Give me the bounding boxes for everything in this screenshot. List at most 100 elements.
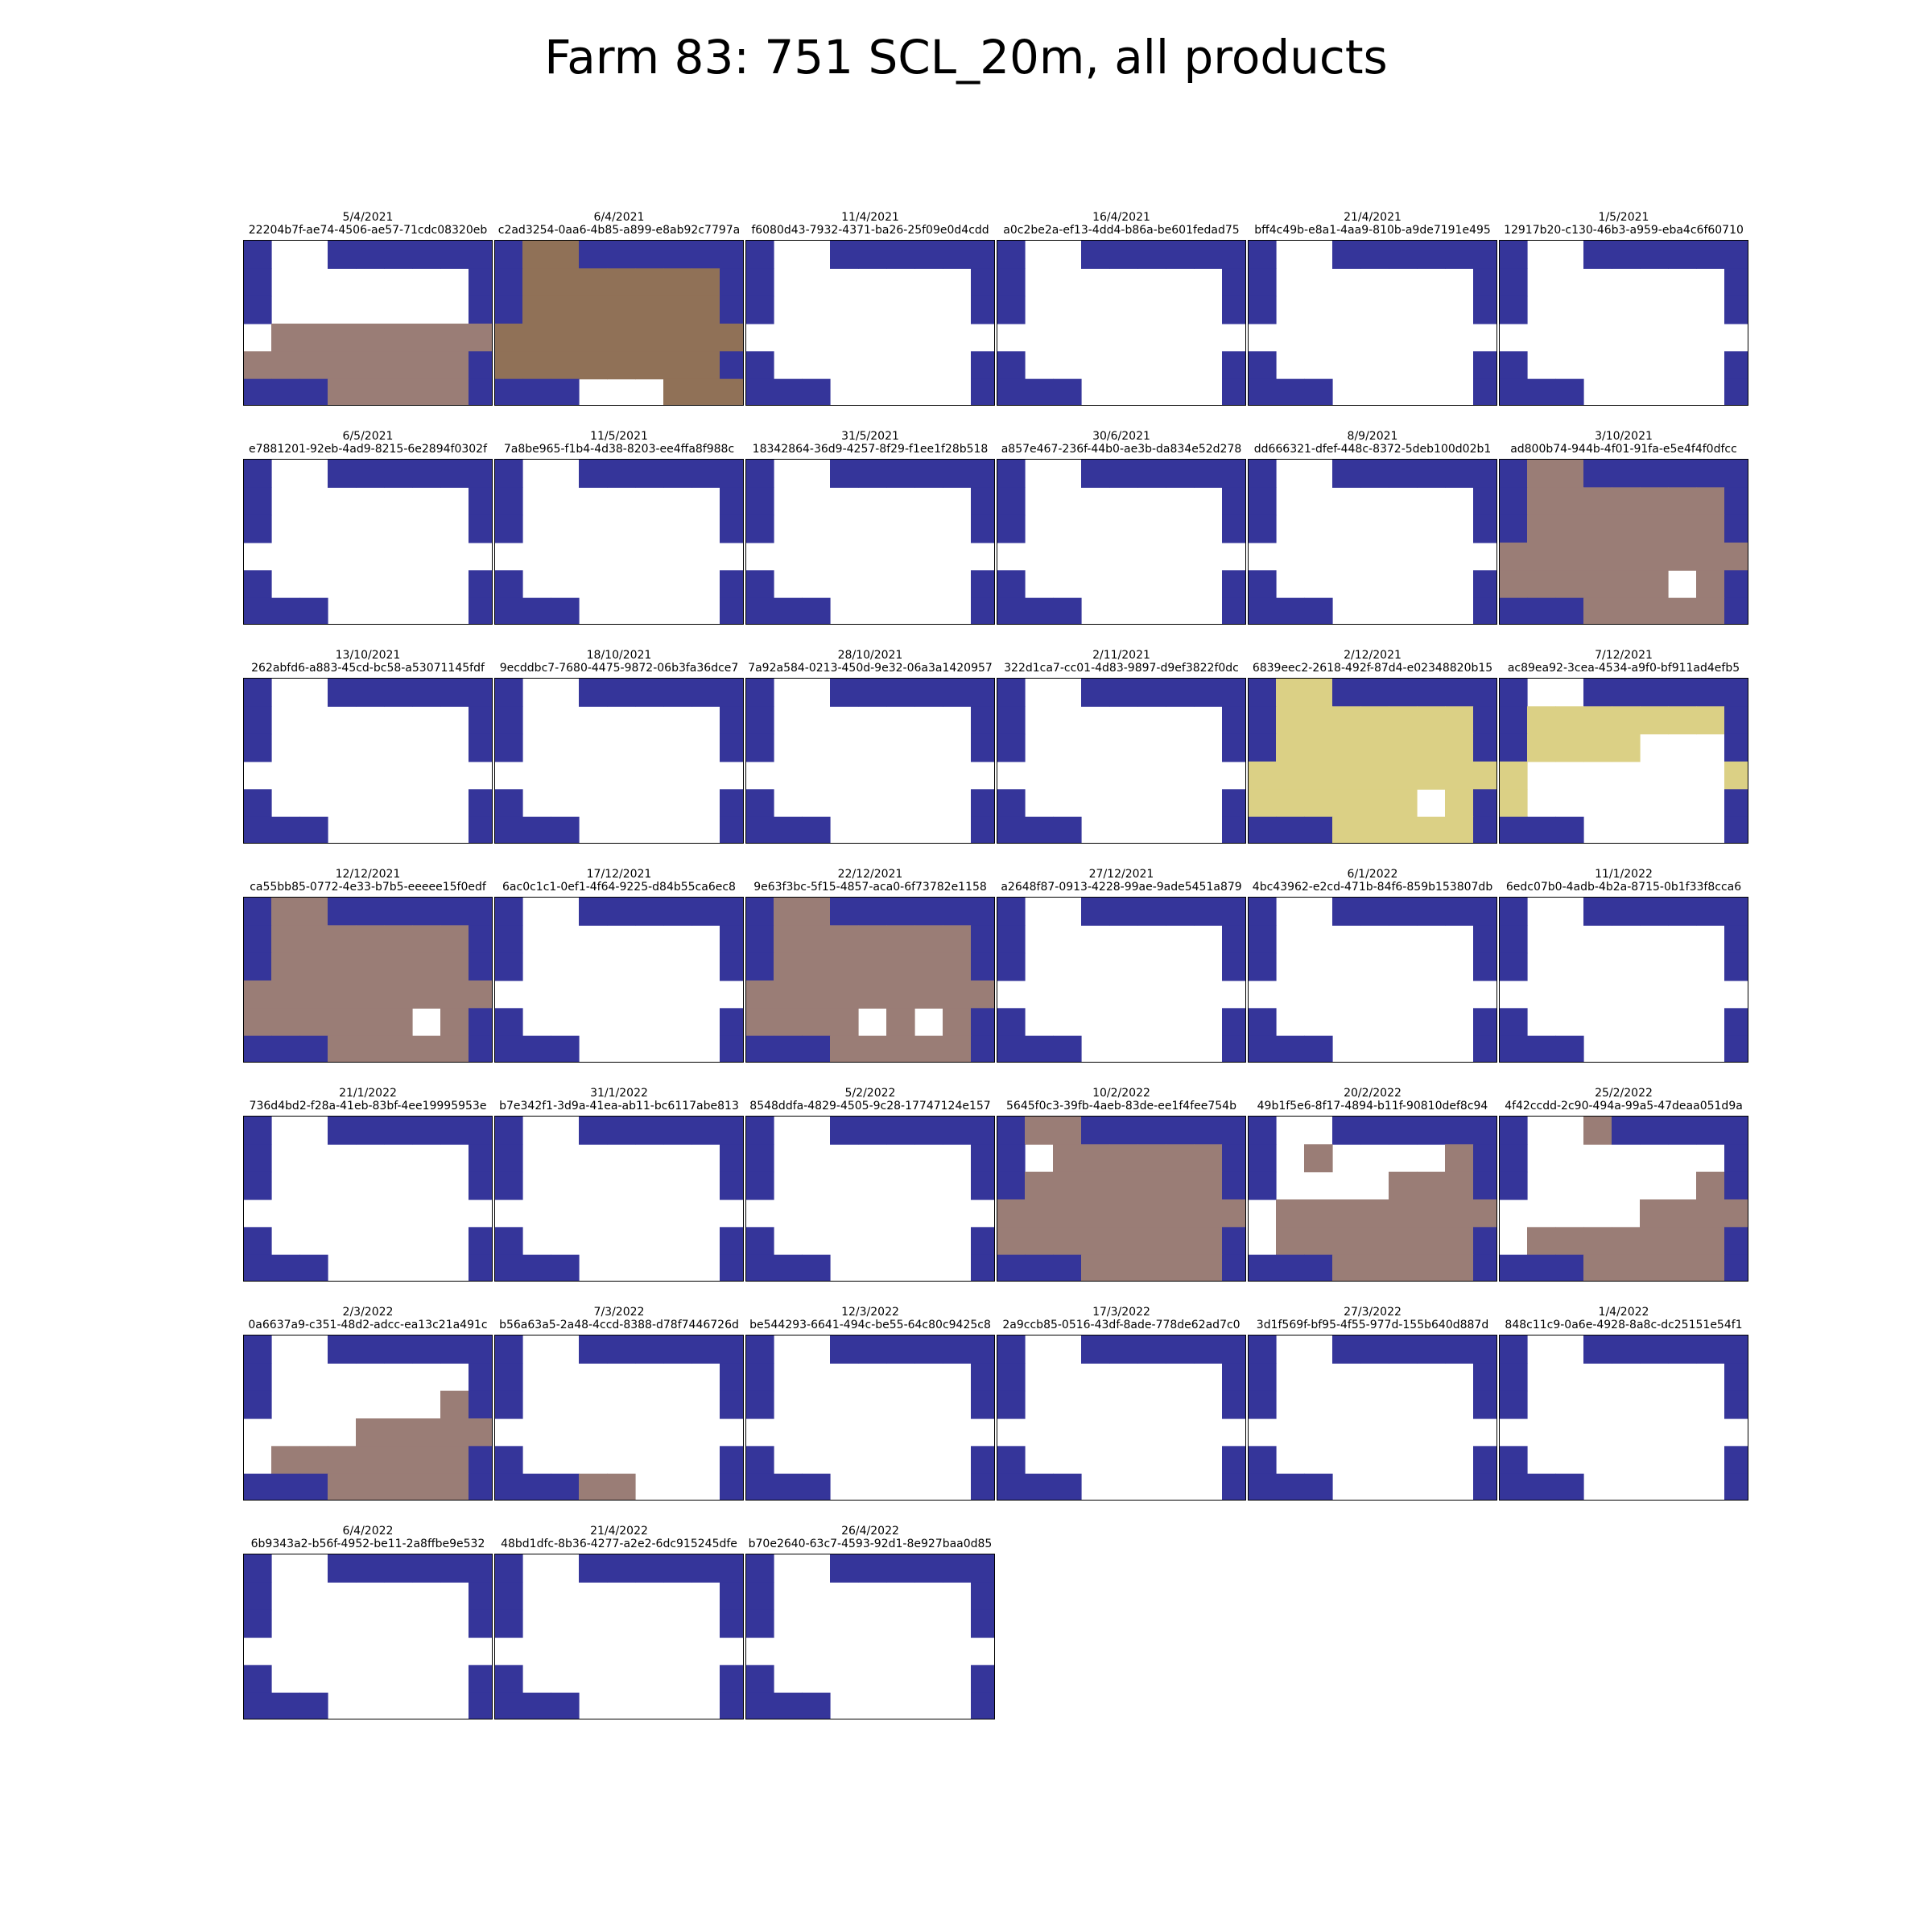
heatmap-cell (971, 952, 994, 981)
heatmap-cell (1166, 1254, 1195, 1281)
heatmap-cell (971, 706, 994, 735)
heatmap-cell (1332, 1335, 1361, 1364)
heatmap-cell (1527, 1035, 1556, 1062)
heatmap-cell (328, 925, 357, 954)
scl-panel: 3/10/2021 ad800b74-944b-4f01-91fa-e5e4f4f… (1499, 430, 1748, 625)
scl-heatmap-svg (1500, 1335, 1748, 1500)
panel-product-id-label: 49b1f5e6-8f17-4894-b11f-90810def8c94 (1257, 1100, 1488, 1113)
panel-product-id-label: f6080d43-7932-4371-ba26-25f09e0d4cdd (751, 224, 989, 237)
heatmap-cell (244, 733, 272, 762)
heatmap-cell (1417, 706, 1446, 735)
heatmap-cell (469, 295, 492, 324)
heatmap-cell (1500, 597, 1528, 624)
heatmap-cell (1500, 952, 1528, 981)
heatmap-cell (720, 1473, 743, 1500)
heatmap-cell (495, 1227, 523, 1256)
heatmap-cell (495, 1554, 523, 1583)
heatmap-cell (469, 816, 492, 843)
heatmap-cell (1332, 1117, 1361, 1145)
heatmap-cell (1025, 378, 1054, 405)
panel-date-label: 11/4/2021 (841, 211, 899, 224)
heatmap-cell (774, 980, 803, 1009)
heatmap-cell (271, 1473, 300, 1500)
scl-panel: 17/3/2022 2a9ccb85-0516-43df-8ade-778de62… (997, 1306, 1246, 1501)
heatmap-cell (830, 679, 859, 707)
heatmap-cell (1222, 597, 1245, 624)
heatmap-cell (356, 980, 385, 1009)
heatmap-cell (495, 378, 523, 405)
heatmap-cell (440, 460, 469, 488)
scl-heatmap-svg (495, 460, 743, 624)
heatmap-cell (1332, 898, 1361, 926)
heatmap-cell (495, 1008, 523, 1037)
heatmap-cell (1724, 487, 1748, 516)
scl-panel: 27/12/2021 a2648f87-0913-4228-99ae-9ade54… (997, 868, 1246, 1063)
heatmap-cell (943, 460, 972, 488)
heatmap-cell (720, 295, 743, 324)
panel-date-label: 25/2/2022 (1595, 1087, 1653, 1100)
heatmap-cell (469, 1144, 492, 1173)
heatmap-cell (299, 351, 328, 380)
heatmap-cell (1500, 487, 1528, 516)
heatmap-cell (691, 241, 720, 269)
heatmap-cell (997, 378, 1026, 405)
heatmap-cell (384, 1117, 413, 1145)
scl-heatmap-svg (746, 1335, 994, 1500)
heatmap-cell (1249, 898, 1277, 926)
heatmap-cell (1137, 1144, 1166, 1173)
heatmap-cell (1389, 733, 1418, 762)
scl-heatmap-svg (495, 679, 743, 843)
heatmap-cell (720, 898, 743, 926)
heatmap-cell (1640, 1254, 1669, 1281)
heatmap-cell (1249, 1335, 1277, 1364)
heatmap-cell (1640, 898, 1669, 926)
heatmap-cell (469, 1692, 492, 1719)
heatmap-cell (663, 1335, 692, 1364)
heatmap-cell (1500, 1473, 1528, 1500)
heatmap-cell (469, 980, 492, 1009)
heatmap-cell (551, 597, 580, 624)
heatmap-cell (356, 925, 385, 954)
heatmap-cell (1527, 378, 1556, 405)
heatmap-cell (971, 487, 994, 516)
heatmap-cell (1222, 1390, 1245, 1419)
heatmap-cell (1612, 1254, 1641, 1281)
heatmap-cell (1724, 789, 1748, 818)
heatmap-cell (774, 952, 803, 981)
heatmap-cell (1445, 679, 1474, 707)
heatmap-cell (971, 1035, 994, 1062)
heatmap-cell (1249, 1035, 1277, 1062)
heatmap-cell (495, 1692, 523, 1719)
heatmap-cell (720, 570, 743, 599)
heatmap-cell (720, 268, 743, 297)
heatmap-cell (971, 733, 994, 762)
heatmap-cell (997, 733, 1026, 762)
heatmap-cell (1473, 460, 1496, 488)
scl-heatmap-svg (997, 1117, 1245, 1281)
heatmap-cell (1360, 679, 1389, 707)
heatmap-cell (299, 952, 328, 981)
heatmap-cell (244, 1035, 272, 1062)
heatmap-cell (412, 241, 441, 269)
heatmap-cell (997, 706, 1026, 735)
heatmap-cell (997, 1227, 1026, 1256)
heatmap-cell (1249, 952, 1277, 981)
heatmap-cell (607, 460, 636, 488)
scl-heatmap (1499, 1335, 1748, 1501)
heatmap-cell (1696, 543, 1725, 571)
heatmap-cell (469, 706, 492, 735)
heatmap-cell (1360, 1117, 1389, 1145)
heatmap-cell (1668, 1199, 1697, 1228)
heatmap-cell (1473, 295, 1496, 324)
heatmap-cell (1304, 597, 1333, 624)
heatmap-cell (299, 1692, 328, 1719)
heatmap-cell (607, 295, 636, 324)
heatmap-cell (1249, 925, 1277, 954)
heatmap-cell (802, 898, 831, 926)
heatmap-cell (1276, 733, 1305, 762)
heatmap-cell (1304, 1199, 1333, 1228)
heatmap-cell (1583, 898, 1612, 926)
heatmap-cell (1724, 378, 1748, 405)
scl-heatmap (1499, 459, 1748, 625)
heatmap-cell (1724, 351, 1748, 380)
